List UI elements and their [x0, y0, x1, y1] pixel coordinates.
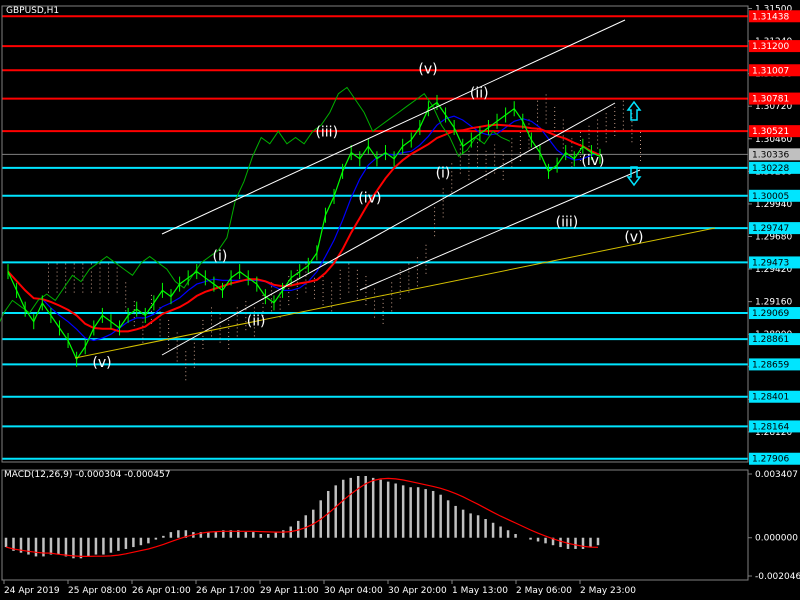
- price-line: [7, 101, 601, 361]
- axes: 1.315001.312401.309801.307201.304601.302…: [1, 5, 800, 596]
- current-price-tag: [749, 148, 800, 161]
- level-tag-label: 1.31438: [752, 12, 789, 22]
- level-tag-label: 1.28401: [752, 393, 789, 403]
- level-tag: [749, 452, 800, 465]
- level-tag-label: 1.30005: [752, 192, 789, 202]
- time-tick-label: 1 May 13:00: [452, 586, 508, 596]
- level-tag: [749, 92, 800, 105]
- level-tag-label: 1.28164: [752, 422, 789, 432]
- level-tag-label: 1.30521: [752, 127, 789, 137]
- time-tick-label: 30 Apr 04:00: [324, 586, 383, 596]
- level-tag-label: 1.29747: [752, 224, 789, 234]
- price-tick-label: 1.29420: [755, 265, 792, 275]
- level-tag: [749, 420, 800, 433]
- macd-tick-label: 0.003407: [755, 470, 798, 480]
- price-tick-label: 1.30460: [755, 135, 792, 145]
- level-tag-label: 1.30781: [752, 95, 789, 105]
- level-tag-label: 1.29473: [752, 258, 789, 268]
- level-tag: [749, 64, 800, 77]
- price-frame: [1, 5, 749, 463]
- level-tag: [749, 256, 800, 269]
- wave-label: (iii): [556, 214, 579, 230]
- time-tick-label: 2 May 23:00: [580, 586, 636, 596]
- level-tag: [749, 222, 800, 235]
- price-tick-label: 1.29160: [755, 298, 792, 308]
- price-tick-label: 1.28120: [755, 428, 792, 438]
- price-tick-label: 1.29680: [755, 233, 792, 243]
- price-pane: (v) (i) (ii) (iii) (iv) (v) (i) (ii) (iv) (iii) (v…: [0, 15, 748, 460]
- level-tag-label: 1.31007: [752, 66, 789, 76]
- time-tick-label: 29 Apr 11:00: [260, 586, 319, 596]
- price-tick-label: 1.30720: [755, 102, 792, 112]
- time-tick-label: 26 Apr 17:00: [196, 586, 255, 596]
- level-tag: [749, 125, 800, 138]
- price-tick-label: 1.29940: [755, 200, 792, 210]
- level-tag: [749, 358, 800, 371]
- chart-title: GBPUSD,H1: [6, 6, 59, 16]
- time-tick-label: 30 Apr 20:00: [388, 586, 447, 596]
- level-tag: [749, 390, 800, 403]
- level-tag: [749, 10, 800, 23]
- macd-tick-label: -0.002046: [755, 572, 800, 582]
- macd-frame: [1, 469, 749, 581]
- wave-label: (i): [212, 248, 227, 264]
- macd-signal-line: [5, 477, 599, 557]
- time-tick-label: 25 Apr 08:00: [68, 586, 127, 596]
- arrow-down-icon: [626, 166, 642, 187]
- level-tag: [749, 40, 800, 53]
- time-tick-label: 24 Apr 2019: [4, 586, 60, 596]
- macd-pane: [4, 476, 600, 559]
- level-tag: [749, 333, 800, 346]
- wave-label: (ii): [247, 313, 266, 329]
- price-tick-label: 1.31500: [755, 5, 792, 15]
- wave-label: (iii): [315, 124, 338, 140]
- level-tag: [749, 189, 800, 202]
- level-tag: [749, 307, 800, 320]
- wave-label: (v): [418, 62, 437, 78]
- level-tag: [749, 161, 800, 174]
- level-tag-label: 1.28861: [752, 335, 789, 345]
- macd-tick-label: 0.000000: [755, 534, 798, 544]
- tenkan-line: [7, 115, 601, 342]
- level-tag-label: 1.30228: [752, 164, 789, 174]
- level-tag-label: 1.29069: [752, 309, 789, 319]
- wave-label: (v): [92, 355, 111, 371]
- channel-upper: [161, 19, 626, 235]
- level-tag-label: 1.27906: [752, 455, 789, 465]
- arrow-up-icon: [626, 100, 642, 121]
- level-tag-label: 1.28659: [752, 360, 789, 370]
- wave-label: (v): [624, 230, 643, 246]
- time-tick-label: 2 May 06:00: [516, 586, 572, 596]
- level-tag-label: 1.31200: [752, 42, 789, 52]
- current-price-label: 1.30336: [752, 150, 789, 160]
- ichimoku-cloud: [48, 94, 643, 381]
- chikou-line: [0, 86, 511, 323]
- wave-label: (iv): [581, 153, 604, 169]
- kijun-line: [7, 123, 601, 333]
- wave-label: (i): [436, 166, 451, 182]
- channel-inner: [359, 169, 641, 291]
- trend-line: [74, 227, 716, 359]
- macd-label: MACD(12,26,9) -0.000304 -0.000457: [4, 470, 170, 480]
- time-tick-label: 26 Apr 01:00: [132, 586, 191, 596]
- wave-label: (ii): [470, 85, 489, 101]
- channel-lower: [161, 102, 616, 356]
- wave-label: (iv): [358, 191, 381, 207]
